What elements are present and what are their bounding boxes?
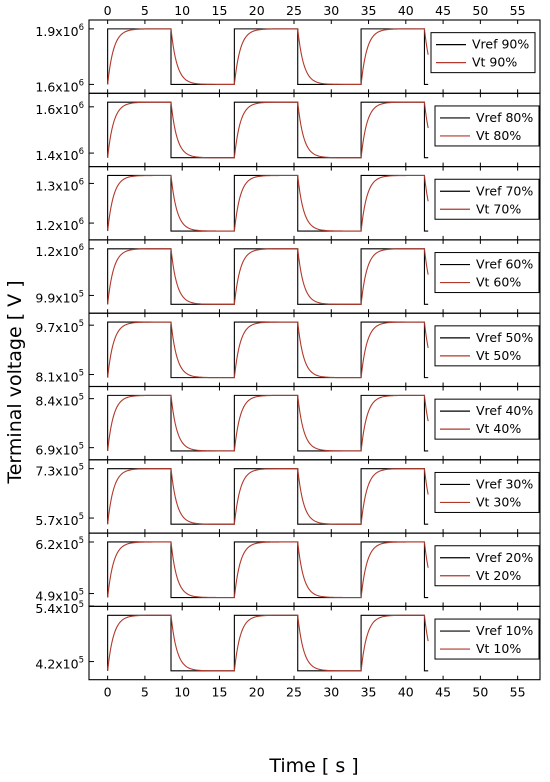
panels-layer: 1.9x106 1.6x106 Vref 90% Vt 90% 1.6x106 1.4x1…	[35, 19, 541, 681]
x-tick-label-bottom: 55	[510, 685, 526, 700]
y-tick-label: 9.7x105	[35, 319, 84, 335]
vt-series-line	[107, 28, 429, 85]
y-tick-label: 4.9x105	[35, 588, 84, 604]
x-tick-label-top: 25	[286, 3, 302, 18]
y-tick-label: 1.2x106	[35, 243, 84, 259]
legend-vt-label: Vt 70%	[476, 201, 521, 216]
legend-vt-label: Vt 90%	[472, 55, 517, 70]
x-tick-label-bottom: 40	[398, 685, 414, 700]
panel-9: 5.4x105 4.2x105 Vref 10% Vt 10%	[35, 600, 541, 681]
panel-8: 6.2x105 4.9x105 Vref 20% Vt 20%	[35, 532, 541, 607]
legend-box	[434, 545, 540, 587]
y-tick-label: 1.4x106	[35, 147, 84, 163]
y-tick-label: 6.9x105	[35, 442, 84, 458]
legend-vref-label: Vref 60%	[476, 257, 533, 272]
x-tick-label-bottom: 30	[323, 685, 339, 700]
x-tick-label-bottom: 15	[212, 685, 228, 700]
panel-5: 9.7x105 8.1x105 Vref 50% Vt 50%	[35, 312, 541, 388]
legend-vref-label: Vref 30%	[476, 476, 533, 491]
x-tick-label-bottom: 35	[361, 685, 377, 700]
panel-6: 8.4x105 6.9x105 Vref 40% Vt 40%	[35, 385, 541, 461]
legend-vref-label: Vref 50%	[476, 330, 533, 345]
x-tick-label-top: 35	[361, 3, 377, 18]
legend-box	[434, 178, 540, 220]
y-tick-label: 1.6x106	[35, 101, 84, 117]
y-tick-label: 1.6x106	[35, 78, 84, 94]
legend-vt-label: Vt 40%	[476, 421, 521, 436]
panel-4: 1.2x106 9.9x105 Vref 60% Vt 60%	[35, 239, 541, 314]
y-tick-label: 8.4x105	[35, 393, 84, 409]
legend-vt-label: Vt 20%	[476, 568, 521, 583]
legend-vt-label: Vt 80%	[476, 128, 521, 143]
vt-series-line	[107, 321, 429, 379]
y-tick-label: 8.1x105	[35, 369, 84, 385]
x-tick-label-bottom: 25	[286, 685, 302, 700]
y-tick-label: 1.9x106	[35, 23, 84, 39]
legend-vt-label: Vt 50%	[476, 348, 521, 363]
legend-box	[434, 471, 540, 513]
y-tick-label: 1.3x106	[35, 177, 84, 193]
vt-series-line	[107, 248, 429, 305]
legend-vt-label: Vt 30%	[476, 494, 521, 509]
legend-box	[434, 398, 540, 440]
x-tick-label-bottom: 0	[104, 685, 112, 700]
vt-series-line	[107, 468, 429, 525]
vt-series-line	[107, 101, 429, 159]
x-tick-label-bottom: 20	[249, 685, 265, 700]
x-tick-label-bottom: 50	[472, 685, 488, 700]
legend-box	[434, 618, 540, 660]
y-tick-label: 1.2x106	[35, 217, 84, 233]
y-tick-label: 7.3x105	[35, 463, 84, 479]
x-tick-label-top: 0	[104, 3, 112, 18]
x-tick-label-top: 40	[398, 3, 414, 18]
x-tick-label-bottom: 5	[141, 685, 149, 700]
panel-2: 1.6x106 1.4x106 Vref 80% Vt 80%	[35, 92, 541, 168]
vt-series-line	[107, 394, 429, 452]
legend-vref-label: Vref 40%	[476, 403, 533, 418]
legend-vt-label: Vt 10%	[476, 641, 521, 656]
legend-box	[434, 252, 540, 294]
x-axis-title: Time [ s ]	[268, 755, 358, 777]
legend-vref-label: Vref 80%	[476, 110, 533, 125]
legend-vt-label: Vt 60%	[476, 275, 521, 290]
legend-vref-label: Vref 20%	[476, 550, 533, 565]
y-tick-label: 6.2x105	[35, 536, 84, 552]
x-tick-label-top: 20	[249, 3, 265, 18]
vt-series-line	[107, 541, 429, 599]
legend-vref-label: Vref 90%	[472, 37, 529, 52]
x-tick-label-top: 15	[212, 3, 228, 18]
x-tick-label-bottom: 45	[435, 685, 451, 700]
x-tick-label-top: 50	[472, 3, 488, 18]
y-tick-label: 9.9x105	[35, 289, 84, 305]
panel-7: 7.3x105 5.7x105 Vref 30% Vt 30%	[35, 459, 541, 534]
legend-box	[434, 325, 540, 367]
panel-1: 1.9x106 1.6x106 Vref 90% Vt 90%	[35, 19, 541, 94]
x-tick-label-top: 45	[435, 3, 451, 18]
x-tick-label-top: 30	[323, 3, 339, 18]
x-tick-label-top: 5	[141, 3, 149, 18]
legend-box	[430, 32, 536, 74]
y-tick-label: 5.4x105	[35, 600, 84, 616]
legend-vref-label: Vref 70%	[476, 183, 533, 198]
y-axis-title: Terminal voltage [ V ]	[4, 280, 26, 484]
x-tick-label-top: 10	[174, 3, 190, 18]
y-tick-label: 4.2x105	[35, 656, 84, 672]
x-tick-label-bottom: 10	[174, 685, 190, 700]
legend-vref-label: Vref 10%	[476, 623, 533, 638]
x-axis-layer: 0055101015152020252530303535404045455050…	[104, 3, 526, 700]
y-tick-label: 5.7x105	[35, 512, 84, 528]
legend-box	[434, 105, 540, 147]
x-tick-label-top: 55	[510, 3, 526, 18]
vt-series-line	[107, 174, 429, 232]
panel-frame	[88, 605, 541, 681]
vt-series-line	[107, 614, 429, 672]
panel-3: 1.3x106 1.2x106 Vref 70% Vt 70%	[35, 166, 541, 241]
